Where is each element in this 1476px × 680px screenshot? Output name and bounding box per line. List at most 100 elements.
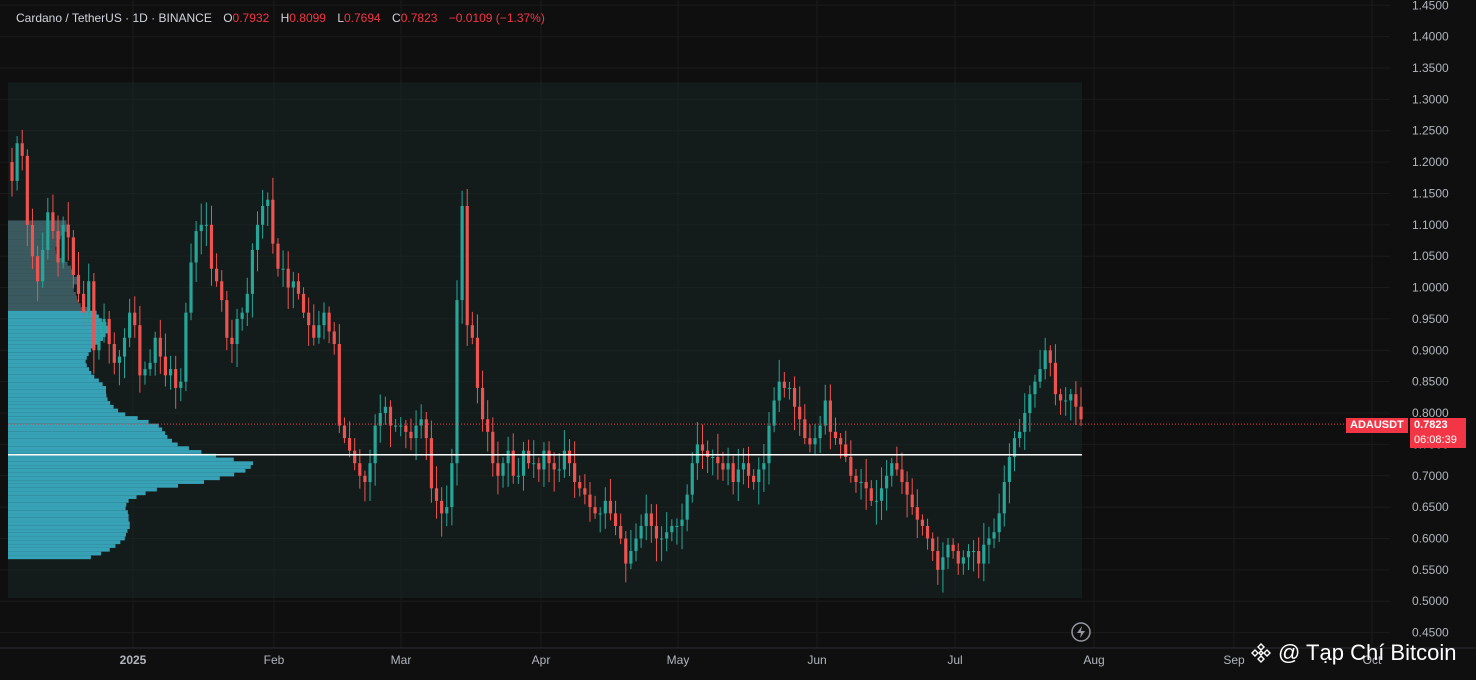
candle-body bbox=[128, 312, 132, 338]
candle-body bbox=[828, 400, 832, 432]
volume-profile-bar bbox=[8, 269, 73, 274]
volume-profile-bar bbox=[8, 427, 163, 432]
volume-profile-bar bbox=[8, 359, 86, 364]
x-tick-label: May bbox=[667, 653, 690, 667]
candle-body bbox=[521, 450, 526, 476]
candle-body bbox=[716, 456, 720, 464]
volume-profile-bar bbox=[8, 419, 149, 424]
candle-body bbox=[378, 413, 382, 426]
x-axis[interactable]: 2025 Feb Mar Apr May Jun Jul Aug Sep Oct bbox=[120, 653, 1382, 667]
volume-profile-bar bbox=[8, 220, 67, 225]
candle-body bbox=[767, 425, 771, 464]
candle-body bbox=[388, 406, 393, 426]
symbol-legend: Cardano / TetherUS · 1D · BINANCE O0.793… bbox=[16, 11, 545, 25]
candle-body bbox=[317, 325, 321, 338]
candle-body bbox=[966, 551, 971, 558]
candle-body bbox=[961, 557, 965, 564]
candle-body bbox=[501, 463, 505, 476]
candle-body bbox=[117, 356, 121, 363]
y-tick-label: 0.6500 bbox=[1412, 500, 1449, 514]
volume-profile-bar bbox=[8, 442, 178, 447]
candles bbox=[10, 129, 1083, 593]
candle-body bbox=[470, 325, 474, 338]
volume-profile-bar bbox=[8, 472, 235, 477]
volume-profile-bar bbox=[8, 322, 107, 326]
lightning-icon[interactable] bbox=[1070, 621, 1092, 643]
candle-body bbox=[992, 532, 996, 539]
candle-body bbox=[649, 513, 653, 526]
volume-profile-bar bbox=[8, 378, 99, 383]
y-tick-label: 1.3500 bbox=[1412, 61, 1449, 75]
candle-body bbox=[987, 538, 991, 545]
candle-body bbox=[864, 482, 868, 489]
volume-profile-bar bbox=[8, 438, 172, 443]
volume-profile-bar bbox=[8, 393, 107, 398]
candle-body bbox=[711, 456, 715, 458]
volume-profile-bar bbox=[8, 555, 91, 560]
watermark: @ Tạp Chí Bitcoin bbox=[1250, 640, 1456, 666]
candle-body bbox=[506, 450, 510, 464]
candle-body bbox=[404, 425, 408, 432]
candle-body bbox=[736, 469, 740, 483]
volume-profile-bar bbox=[8, 468, 246, 473]
candle-body bbox=[573, 463, 577, 483]
candle-body bbox=[347, 438, 352, 451]
candle-body bbox=[885, 475, 889, 489]
candle-body bbox=[844, 444, 848, 457]
symbol-title[interactable]: Cardano / TetherUS · 1D · BINANCE bbox=[16, 11, 212, 25]
candle-body bbox=[184, 312, 188, 382]
candle-body bbox=[1007, 456, 1011, 483]
candle-body bbox=[475, 337, 480, 388]
candle-body bbox=[122, 337, 127, 357]
y-tick-label: 1.0500 bbox=[1412, 249, 1449, 263]
candle-body bbox=[1069, 394, 1073, 401]
candle-body bbox=[792, 387, 797, 407]
volume-profile-bar bbox=[8, 258, 63, 262]
candle-body bbox=[266, 199, 270, 207]
candle-body bbox=[1048, 350, 1052, 363]
volume-profile-bar bbox=[8, 235, 61, 240]
candle-body bbox=[491, 431, 495, 464]
volume-profile-bar bbox=[8, 307, 88, 311]
y-tick-label: 0.9500 bbox=[1412, 312, 1449, 326]
candle-body bbox=[854, 475, 858, 483]
x-tick-label: Oct bbox=[1363, 653, 1382, 667]
volume-profile-bar bbox=[8, 532, 126, 537]
candle-body bbox=[874, 500, 878, 502]
change-value: −0.0109 (−1.37%) bbox=[448, 11, 545, 25]
candle-body bbox=[394, 425, 398, 427]
candle-body bbox=[879, 488, 884, 501]
candle-body bbox=[1012, 438, 1017, 457]
y-axis[interactable]: 1.4500 1.4000 1.3500 1.3000 1.2500 1.2000 1.15… bbox=[1412, 0, 1449, 640]
candle-body bbox=[1079, 406, 1083, 420]
y-tick-label: 0.8500 bbox=[1412, 375, 1449, 389]
candle-body bbox=[15, 143, 19, 181]
candle-body bbox=[685, 494, 689, 520]
volume-profile-bar bbox=[8, 401, 111, 405]
y-tick-label: 0.4500 bbox=[1412, 626, 1449, 640]
candle-body bbox=[25, 155, 29, 225]
y-tick-label: 1.2500 bbox=[1412, 124, 1449, 138]
volume-profile-bar bbox=[8, 382, 103, 387]
candle-body bbox=[997, 513, 1001, 533]
low-label: L bbox=[337, 11, 344, 25]
low-value: 0.7694 bbox=[344, 11, 381, 25]
candle-body bbox=[527, 450, 531, 464]
candle-body bbox=[286, 268, 290, 288]
candle-body bbox=[220, 281, 224, 301]
candle-body bbox=[787, 387, 792, 389]
y-tick-label: 0.5500 bbox=[1412, 563, 1449, 577]
y-tick-label: 1.0000 bbox=[1412, 281, 1449, 295]
candle-body bbox=[434, 488, 439, 501]
volume-profile-bar bbox=[8, 389, 106, 394]
x-tick-label: Apr bbox=[532, 653, 551, 667]
candle-body bbox=[261, 206, 265, 225]
candle-body bbox=[281, 268, 285, 270]
candle-body bbox=[680, 519, 684, 526]
candle-body bbox=[204, 224, 208, 226]
volume-profile-bar bbox=[8, 310, 97, 315]
candle-body bbox=[613, 513, 618, 526]
candle-body bbox=[460, 206, 464, 301]
candle-body bbox=[972, 551, 976, 553]
